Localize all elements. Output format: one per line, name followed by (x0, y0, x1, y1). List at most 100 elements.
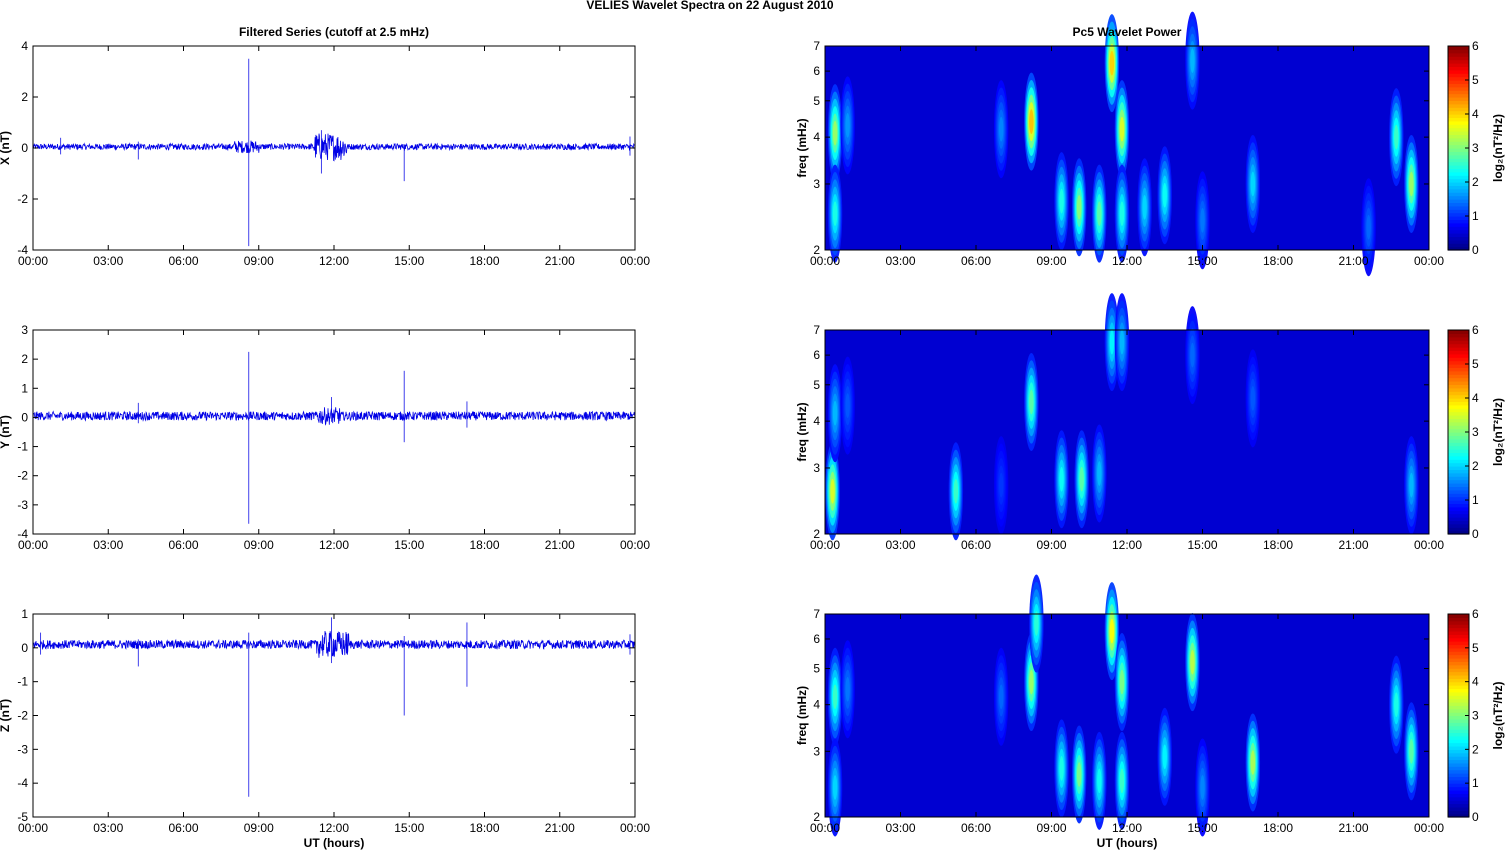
colorbar-segment (1448, 110, 1469, 115)
power-contour (1109, 618, 1115, 644)
colorbar-segment (1448, 644, 1469, 649)
y-tick-label: 1 (21, 381, 28, 395)
colorbar-segment (1448, 185, 1469, 190)
colorbar-segment (1448, 131, 1469, 135)
power-contour (1119, 116, 1125, 142)
colorbar-segment (1448, 127, 1469, 132)
colorbar-tick-label: 5 (1472, 357, 1479, 371)
colorbar-tick-label: 6 (1472, 39, 1479, 53)
colorbar-segment (1448, 725, 1469, 730)
power-contour (830, 478, 835, 504)
colorbar-segment (1448, 708, 1469, 713)
figure-title: VELIES Wavelet Spectra on 22 August 2010 (586, 0, 834, 12)
colorbar-segment (1448, 695, 1469, 700)
colorbar-segment (1448, 705, 1469, 710)
power-contour (1394, 124, 1399, 150)
colorbar-segment (1448, 120, 1469, 125)
power-blob (1054, 430, 1069, 529)
x-tick-label: 00:00 (1414, 254, 1444, 268)
y-tick-label: 4 (813, 698, 820, 712)
colorbar-tick-label: 2 (1472, 742, 1479, 756)
y-tick-label: 2 (813, 243, 820, 257)
power-contour (1119, 329, 1125, 355)
colorbar-segment (1448, 161, 1469, 166)
y-tick-label: 5 (813, 378, 820, 392)
x-tick-label: 00:00 (620, 821, 650, 835)
colorbar-segment (1448, 503, 1469, 508)
colorbar-segment (1448, 668, 1469, 673)
power-contour (1200, 775, 1205, 800)
colorbar-segment (1448, 90, 1469, 95)
power-blob (1071, 725, 1087, 824)
x-tick-label: 00:00 (18, 254, 48, 268)
colorbar-segment (1448, 527, 1469, 532)
colorbar-segment (1448, 165, 1469, 169)
colorbar-segment (1448, 360, 1469, 365)
x-tick-label: 09:00 (244, 254, 274, 268)
y-tick-label: 0 (21, 641, 28, 655)
colorbar-segment (1448, 69, 1469, 74)
y-tick-label: 7 (813, 39, 820, 53)
colorbar-segment (1448, 364, 1469, 368)
power-contour (1142, 194, 1147, 220)
x-tick-label: 09:00 (1036, 538, 1066, 552)
colorbar-segment (1448, 333, 1469, 338)
colorbar-segment (1448, 469, 1469, 474)
colorbar-segment (1448, 148, 1469, 152)
y-axis-label: freq (mHz) (795, 118, 809, 177)
power-contour (1109, 329, 1115, 355)
x-tick-label: 03:00 (885, 821, 915, 835)
power-contour (1409, 171, 1414, 197)
power-blob (1245, 134, 1261, 233)
colorbar-segment (1448, 340, 1469, 345)
colorbar-segment (1448, 343, 1469, 348)
x-tick-label: 12:00 (1112, 538, 1142, 552)
colorbar-segment (1448, 404, 1469, 409)
y-tick-label: -2 (17, 192, 28, 206)
y-tick-label: -2 (17, 469, 28, 483)
x-tick-label: 18:00 (469, 254, 499, 268)
series-trace (32, 133, 636, 162)
colorbar-segment (1448, 749, 1469, 754)
colorbar-segment (1448, 654, 1469, 659)
colorbar: 0 1 2 3 4 5 6 log₂(nT²/Hz) (1447, 323, 1505, 541)
power-blob (1114, 731, 1130, 830)
power-contour (1409, 472, 1414, 498)
x-tick-label: 03:00 (885, 538, 915, 552)
colorbar-segment (1448, 712, 1469, 717)
x-tick-label: 03:00 (93, 821, 123, 835)
x-tick-label: 15:00 (394, 254, 424, 268)
x-tick-label: 03:00 (93, 538, 123, 552)
x-tick-label: 21:00 (1338, 821, 1368, 835)
power-contour (832, 775, 838, 800)
y-tick-label: 2 (813, 810, 820, 824)
x-tick-label: 15:00 (1187, 821, 1217, 835)
power-blob (1185, 613, 1200, 712)
colorbar-segment (1448, 742, 1469, 747)
power-blob (1137, 158, 1152, 257)
power-blob (827, 84, 843, 183)
colorbar-segment (1448, 681, 1469, 686)
colorbar-segment (1448, 442, 1469, 447)
x-tick-label: 00:00 (18, 821, 48, 835)
colorbar-segment (1448, 779, 1469, 784)
colorbar-segment (1448, 701, 1469, 706)
power-blob (840, 640, 855, 739)
colorbar-segment (1448, 530, 1469, 535)
power-contour (1076, 762, 1082, 787)
x-tick-label: 06:00 (961, 254, 991, 268)
colorbar-segment (1448, 367, 1469, 372)
y-axis-label: Z (nT) (0, 699, 12, 732)
colorbar-segment (1448, 46, 1469, 50)
colorbar-segment (1448, 800, 1469, 805)
power-blob (993, 436, 1009, 535)
power-contour (1059, 466, 1064, 492)
power-blob (1114, 633, 1130, 732)
colorbar-segment (1448, 236, 1469, 241)
power-blob (1092, 731, 1107, 830)
colorbar-label: log₂(nT²/Hz) (1491, 114, 1505, 182)
colorbar-tick-label: 1 (1472, 776, 1479, 790)
colorbar-segment (1448, 411, 1469, 416)
power-contour (1250, 386, 1256, 411)
colorbar-segment (1448, 627, 1469, 632)
